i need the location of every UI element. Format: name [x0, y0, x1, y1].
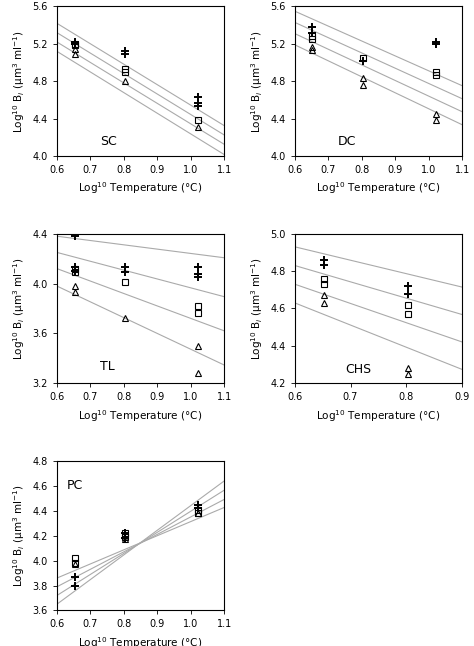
Text: TL: TL: [100, 360, 115, 373]
Y-axis label: Log$^{10}$ B$_i$ (μm$^3$ ml$^{-1}$): Log$^{10}$ B$_i$ (μm$^3$ ml$^{-1}$): [249, 257, 264, 360]
X-axis label: Log$^{10}$ Temperature (°C): Log$^{10}$ Temperature (°C): [79, 408, 203, 424]
Y-axis label: Log$^{10}$ B$_i$ (μm$^3$ ml$^{-1}$): Log$^{10}$ B$_i$ (μm$^3$ ml$^{-1}$): [249, 30, 264, 132]
Y-axis label: Log$^{10}$ B$_i$ (μm$^3$ ml$^{-1}$): Log$^{10}$ B$_i$ (μm$^3$ ml$^{-1}$): [11, 30, 27, 132]
Y-axis label: Log$^{10}$ B$_i$ (μm$^3$ ml$^{-1}$): Log$^{10}$ B$_i$ (μm$^3$ ml$^{-1}$): [11, 257, 27, 360]
X-axis label: Log$^{10}$ Temperature (°C): Log$^{10}$ Temperature (°C): [316, 408, 440, 424]
Text: SC: SC: [100, 136, 117, 149]
Text: CHS: CHS: [345, 363, 371, 376]
Text: PC: PC: [67, 479, 83, 492]
Y-axis label: Log$^{10}$ B$_i$ (μm$^3$ ml$^{-1}$): Log$^{10}$ B$_i$ (μm$^3$ ml$^{-1}$): [11, 484, 27, 587]
X-axis label: Log$^{10}$ Temperature (°C): Log$^{10}$ Temperature (°C): [316, 180, 440, 196]
Text: DC: DC: [338, 136, 356, 149]
X-axis label: Log$^{10}$ Temperature (°C): Log$^{10}$ Temperature (°C): [79, 180, 203, 196]
X-axis label: Log$^{10}$ Temperature (°C): Log$^{10}$ Temperature (°C): [79, 635, 203, 646]
